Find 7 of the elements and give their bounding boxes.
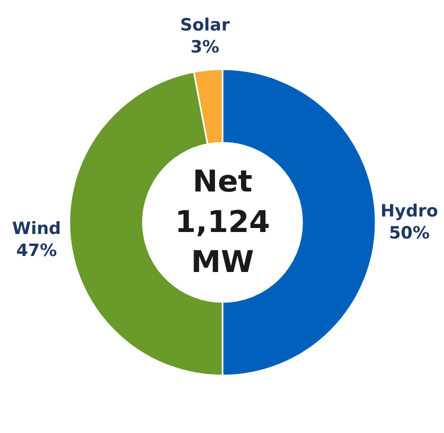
text: Net 1,124 MW (175, 164, 270, 280)
data-label: 3% (190, 38, 220, 58)
slice-label: Wind (12, 218, 61, 239)
slice-label: Hydro (380, 201, 438, 222)
slice-label: Solar (180, 16, 230, 36)
data-label: 50% (388, 223, 430, 244)
data-label: 47% (16, 240, 57, 261)
